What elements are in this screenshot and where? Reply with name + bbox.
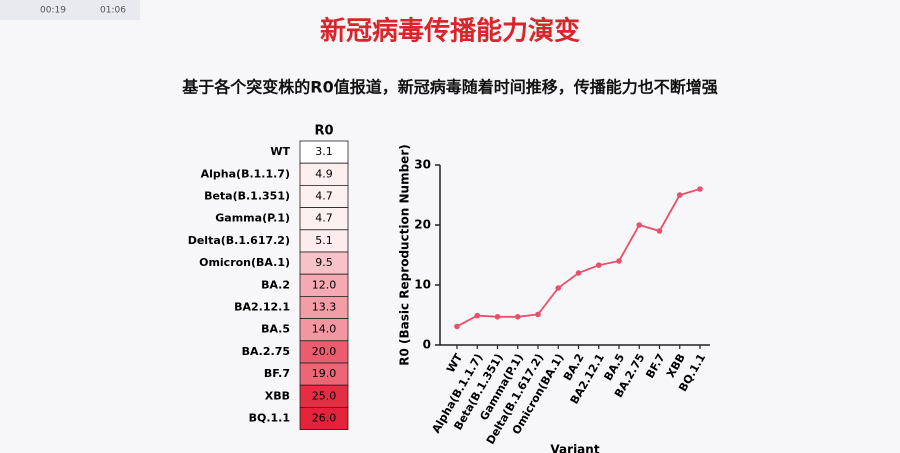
cell-label: 4.9	[315, 167, 333, 180]
cell-label: 19.0	[312, 367, 337, 380]
cell-label: 25.0	[312, 389, 337, 402]
row-label: Delta(B.1.617.2)	[188, 234, 290, 247]
y-tick-label: 0	[423, 338, 431, 352]
player-bar	[0, 0, 140, 20]
cell-label: 12.0	[312, 278, 337, 291]
row-label: XBB	[265, 389, 290, 402]
y-axis-label: R0 (Basic Reproduction Number)	[398, 144, 412, 365]
row-label: Alpha(B.1.1.7)	[201, 167, 290, 180]
x-tick-label: BF.7	[643, 352, 667, 381]
y-tick-label: 20	[414, 218, 431, 232]
cell-label: 4.7	[315, 190, 333, 203]
point	[575, 270, 582, 276]
row-label: Gamma(P.1)	[215, 212, 290, 225]
point	[454, 323, 460, 330]
cell-label: 13.3	[312, 301, 337, 314]
player-time: 00:19	[40, 6, 66, 16]
row-label: Omicron(BA.1)	[199, 256, 290, 269]
row-label: WT	[270, 145, 290, 158]
row-label: BA.2	[261, 278, 290, 291]
row-label: Beta(B.1.351)	[204, 190, 290, 203]
heat-cell	[299, 406, 349, 430]
subtitle: 基于各个突变株的R0值报道，新冠病毒随着时间推移，传播能力也不断增强	[181, 78, 717, 97]
point	[636, 222, 643, 228]
point	[676, 192, 683, 198]
y-tick-label: 30	[414, 158, 431, 172]
row-label: BQ.1.1	[249, 412, 290, 425]
row-label: BA2.12.1	[234, 301, 290, 314]
player-duration: 01:06	[100, 6, 126, 16]
point	[595, 262, 602, 269]
point	[616, 258, 622, 264]
point	[474, 312, 481, 319]
point	[697, 186, 703, 192]
cell-label: 9.5	[315, 256, 333, 269]
point	[656, 228, 663, 234]
cell-label: 26.0	[312, 412, 337, 425]
point	[494, 314, 501, 320]
point	[535, 311, 541, 318]
y-tick-label: 10	[414, 278, 431, 292]
cell-label: 20.0	[312, 345, 337, 358]
table-header: R0	[314, 124, 333, 139]
x-axis-label: Variant	[550, 443, 599, 453]
row-label: BF.7	[264, 367, 290, 380]
row-label: BA.2.75	[242, 345, 290, 358]
cell-label: 5.1	[315, 234, 333, 247]
cell-label: 14.0	[312, 323, 337, 336]
point	[555, 285, 562, 291]
title: 新冠病毒传播能力演变	[320, 16, 580, 47]
row-label: BA.5	[261, 323, 290, 336]
cell-label: 3.1	[315, 145, 333, 158]
point	[514, 314, 521, 320]
line-series	[456, 188, 701, 328]
cell-label: 4.7	[315, 212, 333, 225]
